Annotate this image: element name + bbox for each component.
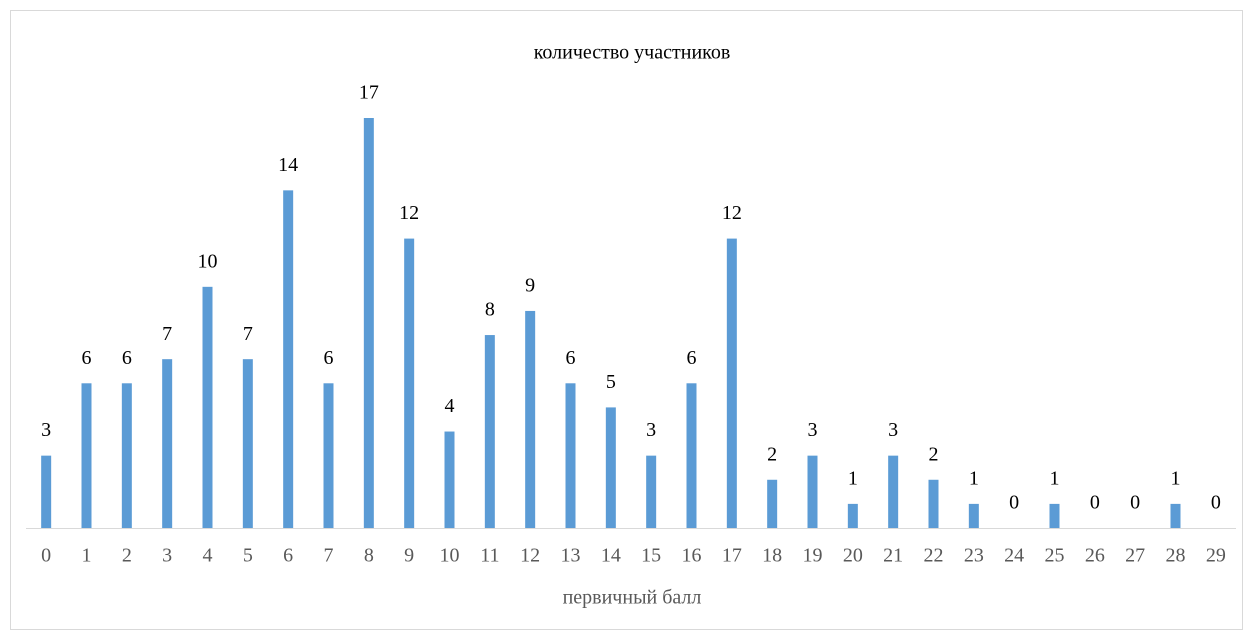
x-tick-label: 4 <box>203 545 213 567</box>
bar <box>162 359 173 528</box>
bar <box>283 190 294 528</box>
data-label: 12 <box>399 202 419 224</box>
bar <box>807 455 818 528</box>
x-tick-label: 2 <box>122 545 132 567</box>
bar <box>404 238 415 528</box>
data-label: 8 <box>485 299 495 321</box>
data-label: 6 <box>122 347 132 369</box>
data-label: 5 <box>606 371 616 393</box>
data-label: 12 <box>722 202 742 224</box>
data-label: 9 <box>525 275 535 297</box>
bar <box>242 359 253 528</box>
data-label: 0 <box>1130 492 1140 514</box>
bar <box>686 383 697 528</box>
bar <box>121 383 132 528</box>
data-label: 1 <box>848 467 858 489</box>
bar <box>565 383 576 528</box>
bar <box>525 310 536 528</box>
x-tick-label: 27 <box>1125 545 1145 567</box>
data-label: 0 <box>1090 492 1100 514</box>
x-tick-label: 19 <box>803 545 823 567</box>
x-tick-label: 5 <box>243 545 253 567</box>
bar <box>968 503 979 528</box>
x-tick-label: 22 <box>924 545 944 567</box>
x-tick-label: 17 <box>722 545 742 567</box>
bar <box>484 335 495 528</box>
data-label: 0 <box>1211 492 1221 514</box>
chart-title: количество участников <box>534 42 731 64</box>
bar <box>363 118 374 528</box>
x-tick-label: 29 <box>1206 545 1226 567</box>
chart-border <box>10 10 1243 630</box>
x-tick-label: 1 <box>82 545 92 567</box>
bar <box>81 383 92 528</box>
x-tick-label: 25 <box>1045 545 1065 567</box>
data-label: 3 <box>41 419 51 441</box>
bar <box>605 407 616 528</box>
data-label: 3 <box>808 419 818 441</box>
x-tick-label: 18 <box>762 545 782 567</box>
data-label: 7 <box>162 323 172 345</box>
bar <box>1049 503 1060 528</box>
data-label: 6 <box>566 347 576 369</box>
x-tick-label: 20 <box>843 545 863 567</box>
bar <box>1170 503 1181 528</box>
x-tick-label: 3 <box>162 545 172 567</box>
bar <box>928 479 939 528</box>
data-label: 3 <box>646 419 656 441</box>
data-label: 3 <box>888 419 898 441</box>
x-tick-label: 28 <box>1166 545 1186 567</box>
bar <box>847 503 858 528</box>
data-label: 1 <box>1171 467 1181 489</box>
x-tick-label: 6 <box>283 545 293 567</box>
data-label: 1 <box>1050 467 1060 489</box>
bar <box>767 479 778 528</box>
x-tick-label: 15 <box>641 545 661 567</box>
x-tick-label: 26 <box>1085 545 1105 567</box>
x-tick-label: 13 <box>561 545 581 567</box>
x-tick-label: 9 <box>404 545 414 567</box>
data-label: 6 <box>82 347 92 369</box>
x-tick-label: 7 <box>324 545 334 567</box>
x-tick-label: 24 <box>1004 545 1024 567</box>
x-tick-label: 16 <box>682 545 702 567</box>
bar <box>323 383 334 528</box>
data-label: 2 <box>929 443 939 465</box>
data-label: 4 <box>445 395 455 417</box>
bar <box>41 455 52 528</box>
bar <box>444 431 455 528</box>
data-label: 6 <box>687 347 697 369</box>
data-label: 7 <box>243 323 253 345</box>
data-label: 0 <box>1009 492 1019 514</box>
x-axis-title: первичный балл <box>563 587 702 609</box>
x-tick-label: 12 <box>520 545 540 567</box>
x-tick-label: 21 <box>883 545 903 567</box>
x-tick-label: 14 <box>601 545 621 567</box>
bar <box>202 286 213 528</box>
x-tick-label: 8 <box>364 545 374 567</box>
x-tick-label: 0 <box>41 545 51 567</box>
data-label: 14 <box>278 154 298 176</box>
data-label: 1 <box>969 467 979 489</box>
x-tick-label: 10 <box>440 545 460 567</box>
data-label: 6 <box>324 347 334 369</box>
x-tick-label: 23 <box>964 545 984 567</box>
data-label: 2 <box>767 443 777 465</box>
x-tick-label: 11 <box>480 545 499 567</box>
bar <box>726 238 737 528</box>
bar <box>646 455 657 528</box>
data-label: 17 <box>359 82 379 104</box>
bar <box>888 455 899 528</box>
data-label: 10 <box>198 250 218 272</box>
